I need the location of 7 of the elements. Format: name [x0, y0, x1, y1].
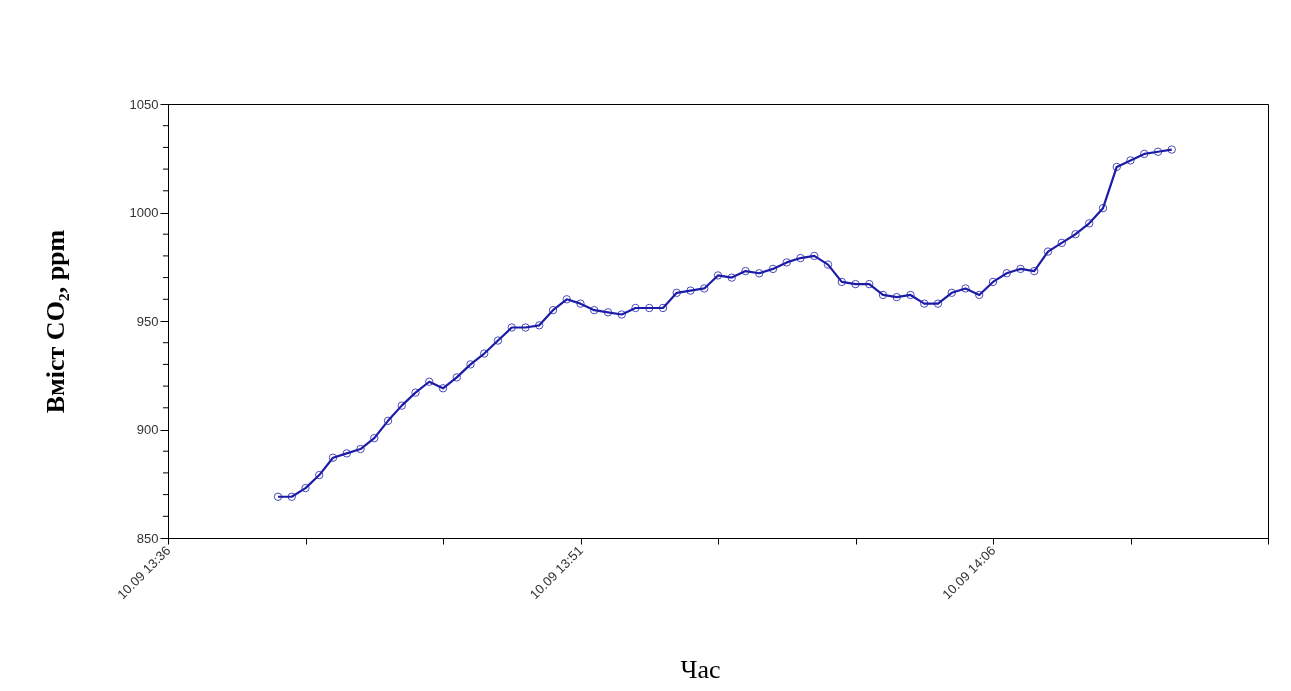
y-tick-label: 1000 [129, 205, 159, 220]
y-tick-label: 950 [136, 313, 159, 329]
y-tick-label: 850 [136, 530, 159, 546]
y-axis-title: Вміст CO₂, ppm [40, 229, 70, 414]
x-axis-title: Час [680, 654, 721, 684]
y-tick-label: 900 [136, 422, 159, 437]
y-tick-label: 1050 [129, 96, 159, 112]
